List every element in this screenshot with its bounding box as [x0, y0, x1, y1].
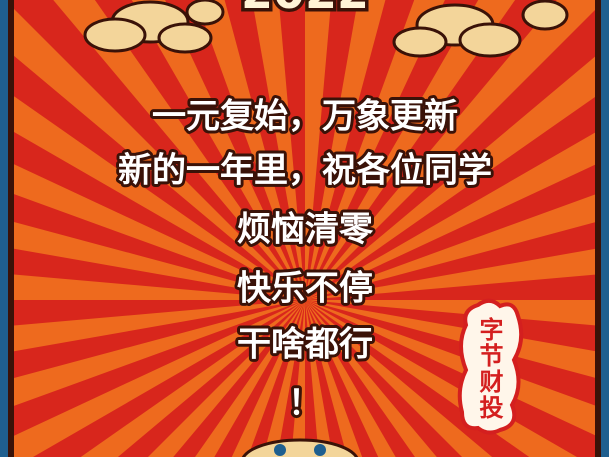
sun-ray [14, 300, 305, 457]
sun-ray [14, 300, 305, 406]
sun-ray [305, 300, 595, 326]
sun-ray [305, 0, 516, 300]
sun-ray [262, 300, 305, 457]
greeting-line: 干啥都行 [237, 325, 373, 365]
sun-ray [305, 56, 595, 300]
stamp-seal [457, 298, 524, 435]
sun-ray [305, 300, 595, 436]
sun-ray [305, 0, 332, 300]
sun-ray [147, 300, 305, 457]
sun-ray [131, 0, 305, 300]
sun-ray [305, 132, 595, 300]
sun-ray [80, 300, 305, 457]
sun-ray [14, 96, 305, 300]
sun-ray [305, 300, 595, 378]
sun-ray [305, 300, 333, 457]
sun-ray [305, 300, 437, 457]
greeting-line: 新的一年里，祝各位同学 [118, 151, 492, 191]
sun-ray [305, 300, 493, 457]
greeting-line: ！ [288, 384, 322, 424]
stamp-text: 字节财投 [475, 317, 503, 421]
cloud-left [83, 0, 225, 54]
sun-ray [305, 248, 595, 300]
sun-ray [14, 164, 305, 300]
sun-ray [14, 300, 305, 352]
year-title: 2022 [241, 0, 369, 19]
sun-ray [195, 0, 305, 300]
sun-ray [14, 222, 305, 300]
sun-ray [305, 0, 386, 300]
sun-ray [305, 0, 595, 300]
sun-ray [53, 0, 305, 300]
sun-ray [291, 300, 305, 457]
cloud-right [392, 0, 569, 58]
sun-ray [305, 300, 396, 457]
sun-ray [195, 300, 305, 457]
sun-ray [252, 0, 305, 300]
sun-ray [305, 300, 363, 457]
greeting-line: 烦恼清零 [237, 210, 374, 250]
sun-ray [14, 9, 305, 300]
mascot [241, 438, 359, 457]
greeting-line: 一元复始，万象更新 [152, 97, 458, 137]
greeting-line: 快乐不停 [237, 269, 373, 309]
sun-ray [305, 0, 445, 300]
sun-ray [305, 194, 595, 300]
sun-ray [14, 274, 305, 300]
